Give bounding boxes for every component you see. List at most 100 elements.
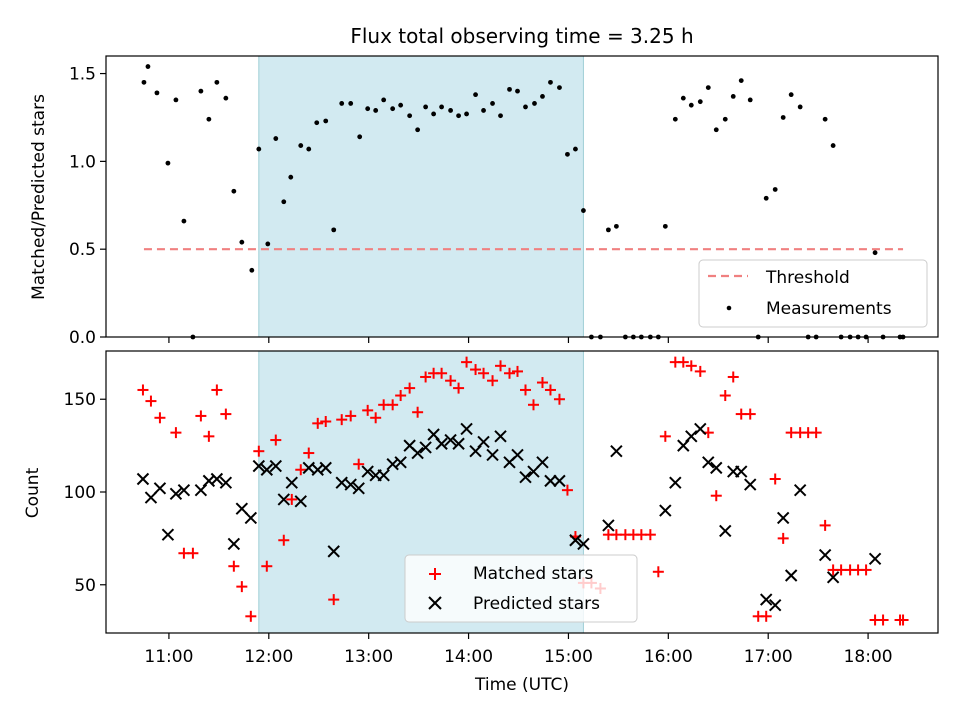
measurement-point [581,208,586,213]
matched-star-marker [295,464,307,476]
matched-star-marker [370,412,382,424]
observing-span-band [258,56,584,337]
measurement-point [464,111,469,117]
measurement-point [339,101,345,106]
matched-star-marker [412,406,424,418]
bottom-x-tick-label: 17:00 [744,647,793,667]
measurement-point [565,151,570,157]
measurement-point [407,113,413,119]
matched-star-marker [536,377,548,389]
predicted-star-marker [569,534,582,547]
predicted-star-marker [252,459,266,473]
measurement-point [256,146,262,152]
measurement-point [763,195,769,201]
measurement-point [365,106,371,112]
measurement-point [298,143,304,148]
top-y-axis: 0.0 0.5 1.0 1.5 [69,65,106,348]
top-y-axis-label: Matched/Predicted stars [29,94,49,300]
measurement-point [145,64,151,69]
predicted-star-marker [344,478,357,491]
matched-stars-points [137,356,909,626]
measurement-point [214,79,220,85]
matched-star-marker [345,410,357,422]
matched-star-marker [544,384,556,396]
predicted-star-marker [768,598,782,612]
measurement-point [498,113,503,119]
predicted-star-marker [435,437,448,450]
matched-star-marker [170,427,182,439]
matched-star-marker [504,367,516,379]
measurement-point [713,127,719,133]
measurement-point [415,127,421,133]
predicted-star-marker [244,511,258,525]
measurement-point [181,218,187,224]
matched-star-marker [245,610,257,622]
predicted-star-marker [352,482,365,495]
predicted-star-marker [327,545,340,558]
matched-star-marker [760,610,772,622]
matched-star-marker [860,564,872,576]
measurement-point [672,116,678,122]
predicted-star-marker [702,456,715,469]
predicted-star-marker [319,461,332,475]
measurement-point [473,92,478,98]
predicted-star-marker [177,483,191,497]
matched-star-marker [561,484,573,496]
matched-star-marker [777,532,789,544]
matched-star-marker [195,410,207,422]
measurement-point [381,97,387,103]
measurement-point [515,88,520,94]
predicted-star-marker [511,448,524,462]
measurement-point [605,227,611,233]
matched-star-marker [644,529,656,541]
bottom-legend: Matched stars Predicted stars [404,554,638,623]
legend-measurement-swatch [726,305,732,311]
measurement-point [373,108,379,113]
matched-star-marker [228,560,240,572]
top-y-tick-label: 1.5 [69,65,96,85]
measurement-point [281,199,287,205]
measurement-point [532,101,537,106]
predicted-star-marker [793,483,807,497]
predicted-star-marker [710,461,723,475]
bottom-y-tick-label: 100 [64,483,96,503]
predicted-star-marker [735,465,748,478]
measurement-point [314,120,320,126]
matched-star-marker [659,430,671,442]
matched-star-marker [478,367,490,379]
predicted-star-marker [602,519,615,532]
matched-star-marker [145,395,157,407]
predicted-star-marker [460,422,473,436]
matched-star-marker [519,384,531,396]
matched-star-marker [395,390,407,402]
measurement-point [830,143,836,148]
bottom-x-tick-label: 12:00 [244,647,293,667]
bottom-x-tick-label: 18:00 [844,647,893,667]
predicted-star-marker [694,422,707,436]
bottom-y-axis-label: Count [23,467,43,518]
predicted-star-marker [669,476,682,489]
matched-star-marker [362,404,374,416]
matched-star-marker [810,427,822,439]
measurement-points [141,64,906,340]
predicted-star-marker [444,433,457,447]
matched-star-marker [819,519,831,531]
measurement-point [738,78,744,83]
predicted-star-marker [269,459,283,473]
predicted-star-marker [577,537,590,551]
measurement-point [481,108,486,113]
matched-star-marker [211,384,223,396]
matched-star-marker [336,414,348,426]
matched-star-marker [694,365,706,377]
predicted-star-marker [759,593,773,606]
measurement-point [231,188,237,194]
predicted-star-marker [394,456,407,469]
matched-star-marker [769,473,781,485]
measurement-point [697,99,703,105]
bottom-legend-box [404,554,638,623]
measurement-point [431,111,437,117]
bottom-x-tick-label: 13:00 [344,647,393,667]
matched-star-marker [187,547,199,559]
predicted-star-marker [153,482,167,495]
measurement-point [662,223,668,229]
